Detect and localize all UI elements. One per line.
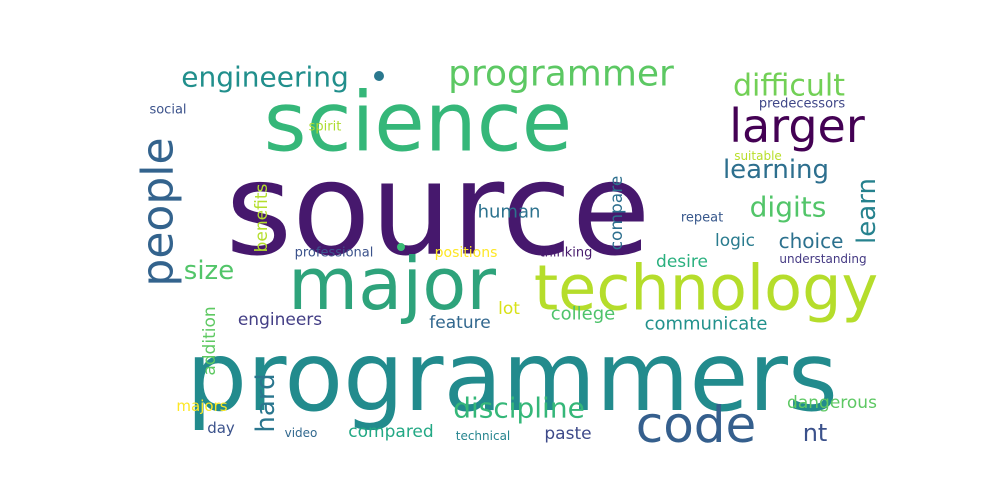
word-nt: nt — [803, 419, 828, 447]
word-video: video — [285, 426, 318, 440]
word-suitable: suitable — [734, 149, 782, 163]
word-digits: digits — [750, 191, 827, 224]
word-learning: learning — [723, 155, 829, 185]
word-college: college — [551, 304, 616, 325]
word-learn: learn — [852, 178, 882, 244]
word-people: people — [133, 137, 184, 286]
word-thinking: thinking — [540, 246, 593, 261]
word-difficult: difficult — [733, 69, 845, 104]
word-feature: feature — [429, 313, 490, 333]
word-choice: choice — [779, 229, 844, 253]
word-communicate: communicate — [645, 314, 768, 335]
word-desire: desire — [656, 252, 708, 272]
word-technical: technical — [456, 429, 511, 443]
word-compared: compared — [348, 422, 433, 442]
word-day: day — [207, 419, 235, 437]
word-discipline: discipline — [453, 392, 585, 425]
word-addition: addition — [200, 306, 220, 375]
word-benefits: benefits — [252, 184, 272, 253]
word-engineers: engineers — [238, 310, 322, 330]
word-code: code — [636, 396, 757, 454]
word-predecessors: predecessors — [759, 97, 846, 112]
word-source: source — [225, 136, 650, 285]
word-size: size — [184, 256, 234, 286]
word-major: major — [288, 242, 496, 326]
decorative-dot — [397, 243, 405, 251]
word-human: human — [478, 202, 541, 223]
word-dangerous: dangerous — [787, 393, 877, 413]
word-engineering: engineering — [181, 61, 349, 94]
decorative-dot — [374, 71, 384, 81]
word-compare: compare — [607, 176, 627, 251]
word-understanding: understanding — [779, 252, 866, 266]
word-lot: lot — [498, 299, 520, 319]
word-social: social — [149, 103, 186, 118]
word-logic: logic — [715, 231, 755, 251]
word-science: science — [264, 76, 573, 171]
word-spirit: spirit — [309, 120, 342, 135]
word-positions: positions — [435, 245, 498, 261]
word-technology: technology — [534, 252, 878, 325]
word-repeat: repeat — [681, 211, 723, 226]
word-professional: professional — [295, 246, 374, 261]
word-hard: hard — [251, 373, 281, 432]
word-paste: paste — [544, 424, 591, 444]
word-programmer: programmer — [448, 54, 674, 95]
word-larger: larger — [729, 99, 865, 153]
word-programmers: programmers — [186, 321, 838, 433]
word-majors: majors — [176, 397, 227, 415]
